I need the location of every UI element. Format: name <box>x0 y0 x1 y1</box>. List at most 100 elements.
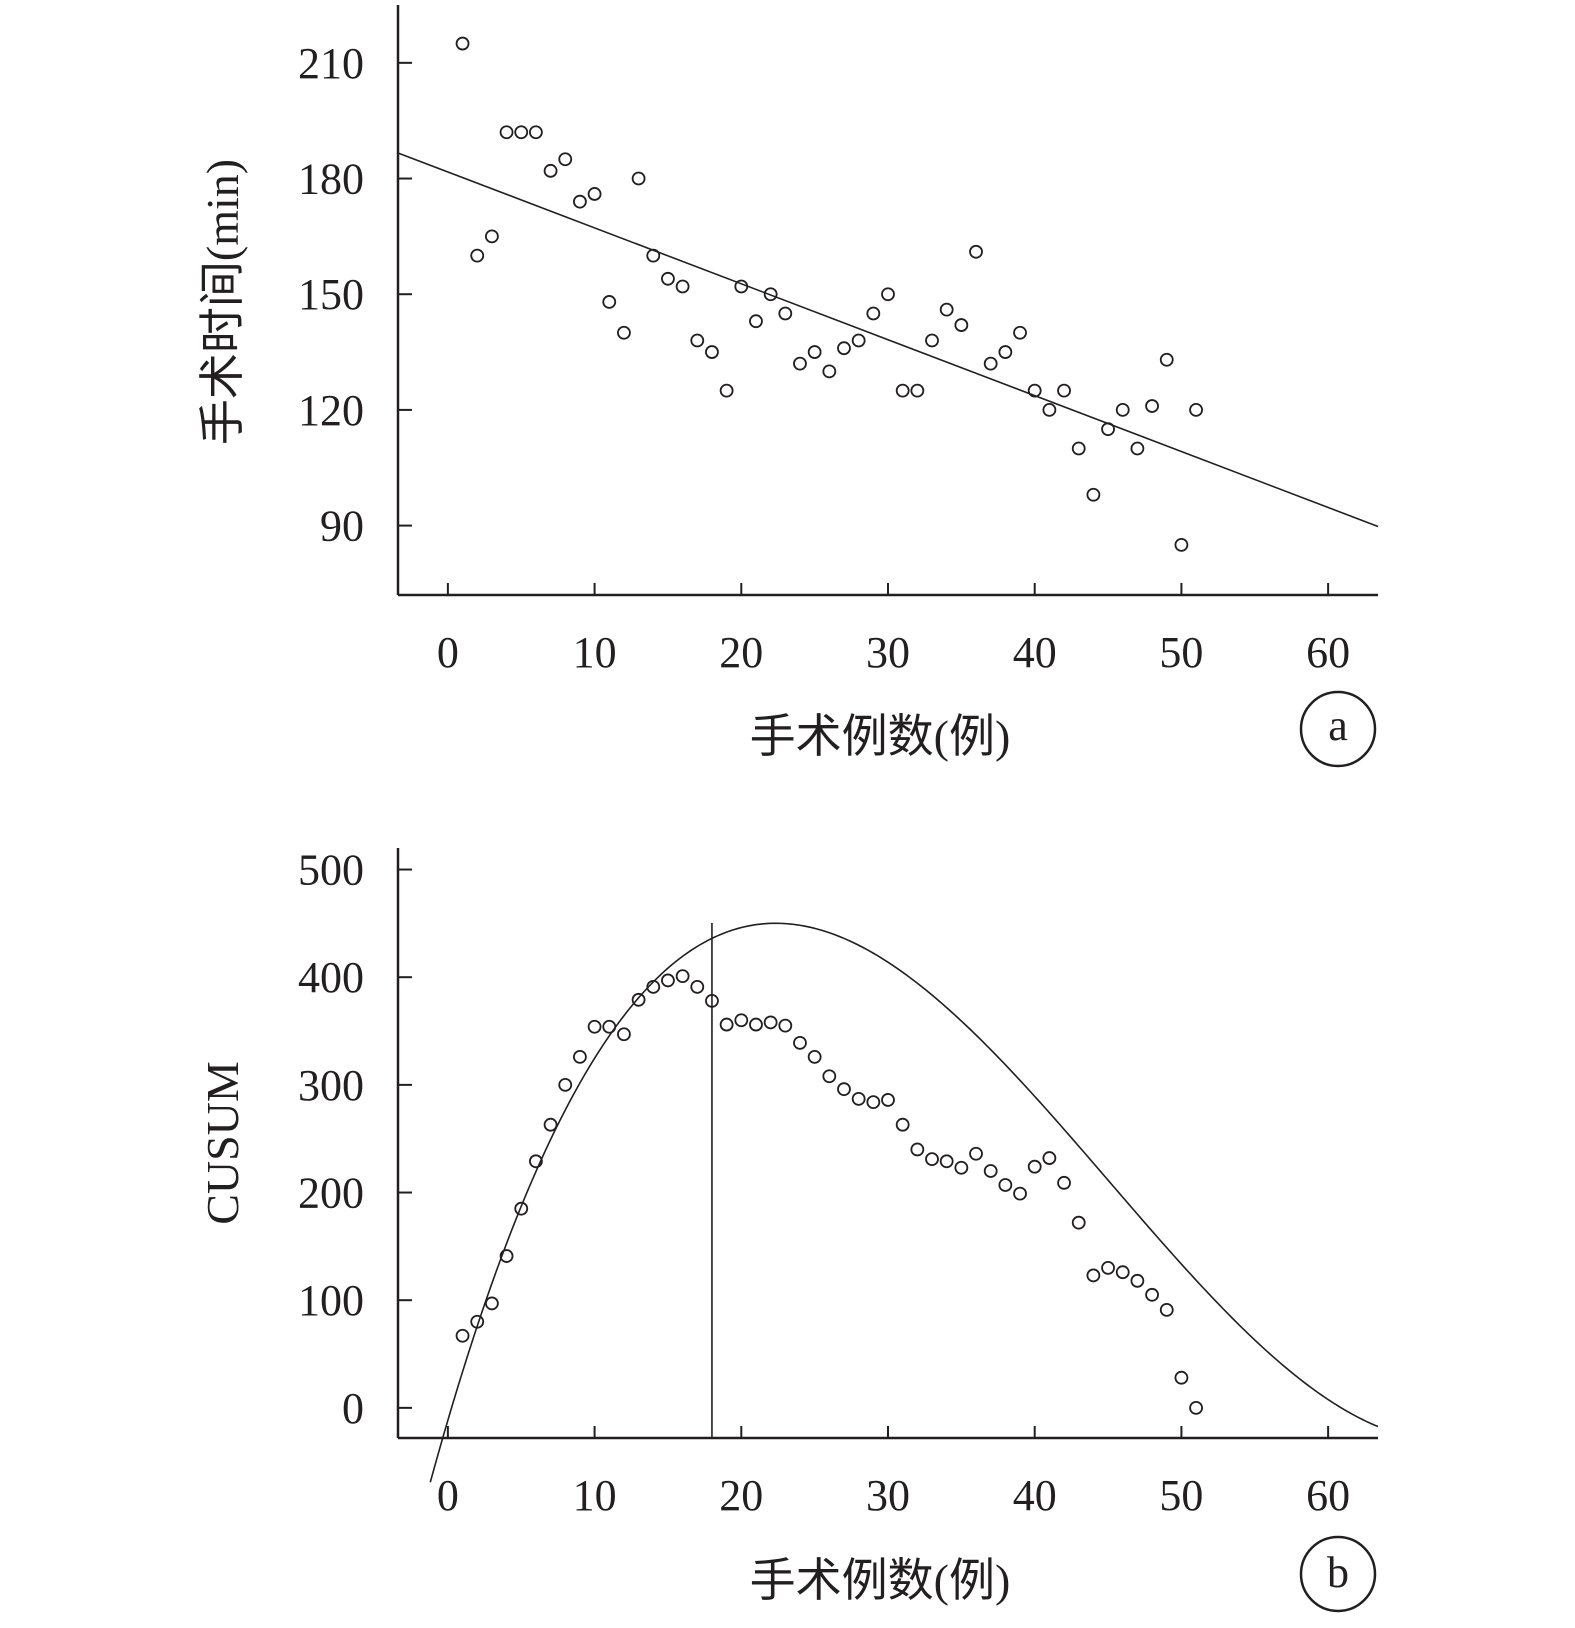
data-point <box>881 287 895 302</box>
x-tick-label: 30 <box>866 1471 910 1520</box>
data-point <box>969 1146 983 1161</box>
data-point <box>558 152 573 167</box>
data-point <box>573 1049 587 1064</box>
data-point <box>661 973 675 988</box>
data-point <box>734 279 749 294</box>
panel-label: b <box>1327 1548 1349 1597</box>
data-point <box>514 125 529 140</box>
data-point <box>719 1017 734 1032</box>
data-point <box>646 979 661 994</box>
data-point <box>631 992 646 1007</box>
data-point <box>675 969 690 984</box>
data-point <box>646 248 661 263</box>
y-tick-label: 90 <box>320 502 364 551</box>
data-point <box>866 1095 881 1109</box>
data-point <box>499 1249 514 1263</box>
x-tick-label: 60 <box>1306 1471 1350 1520</box>
data-point <box>587 1019 602 1034</box>
data-point <box>807 1049 822 1064</box>
data-point <box>1027 383 1042 398</box>
axes <box>396 848 1378 1440</box>
data-point <box>910 383 925 398</box>
data-point <box>1101 1260 1115 1275</box>
data-points <box>455 36 1203 552</box>
data-point <box>881 1093 895 1107</box>
data-point <box>822 364 837 379</box>
y-tick-label: 150 <box>298 270 364 319</box>
panel-a-chart: 0 10 20 30 40 50 60 90 120 150 180 210 手术例数(例) 手术时… <box>197 5 1379 768</box>
panel-label-circle <box>1299 690 1377 768</box>
data-point <box>954 318 969 332</box>
y-axis-ticks: 0 100 200 300 400 500 <box>298 846 412 1433</box>
data-point <box>1145 399 1159 413</box>
data-point <box>1042 1151 1057 1165</box>
data-point <box>910 1142 925 1157</box>
data-point <box>1057 1175 1071 1190</box>
data-point <box>793 356 807 371</box>
x-tick-label: 60 <box>1306 628 1350 677</box>
x-tick-label: 50 <box>1159 1471 1203 1520</box>
data-point <box>778 1018 793 1033</box>
data-point <box>1159 352 1174 367</box>
data-point <box>617 325 631 340</box>
data-point <box>1174 1370 1189 1385</box>
y-tick-label: 200 <box>298 1169 364 1218</box>
data-point <box>617 1027 631 1042</box>
data-point <box>837 1082 851 1097</box>
y-tick-label: 400 <box>298 953 364 1002</box>
x-tick-label: 0 <box>437 628 459 677</box>
data-point <box>1115 403 1130 417</box>
regression-line <box>397 152 1379 528</box>
panel-label: a <box>1328 701 1348 750</box>
data-point <box>543 163 558 178</box>
data-point <box>925 1152 939 1167</box>
data-point <box>1057 383 1071 398</box>
x-tick-label: 10 <box>573 1471 617 1520</box>
data-point <box>983 1164 998 1178</box>
x-tick-label: 50 <box>1159 628 1203 677</box>
data-point <box>558 1077 573 1092</box>
data-point <box>998 1178 1013 1192</box>
data-point <box>573 194 587 209</box>
data-point <box>749 314 763 329</box>
data-point <box>822 1069 837 1084</box>
data-point <box>690 333 705 348</box>
x-tick-label: 10 <box>573 628 617 677</box>
data-point <box>602 295 617 309</box>
panel-label-circle <box>1299 1535 1377 1613</box>
data-point <box>778 306 793 321</box>
data-point <box>705 345 719 359</box>
polynomial-fit-curve <box>429 922 1379 1483</box>
data-point <box>1174 537 1189 552</box>
data-point <box>661 271 675 286</box>
data-point <box>734 1013 749 1028</box>
data-point <box>1130 1273 1145 1288</box>
x-axis-title: 手术例数(例) <box>750 1555 1011 1606</box>
data-point <box>851 333 866 348</box>
data-point <box>1086 487 1101 502</box>
data-point <box>1027 1159 1042 1174</box>
y-tick-label: 500 <box>298 846 364 895</box>
y-axis-title: 手术时间(min) <box>197 159 248 445</box>
data-point <box>969 244 983 259</box>
data-point <box>763 1015 778 1030</box>
data-point <box>1159 1302 1174 1317</box>
data-point <box>939 1154 954 1169</box>
data-point <box>1042 403 1057 417</box>
data-point <box>484 1296 499 1311</box>
data-point <box>455 1328 470 1343</box>
data-point <box>1130 441 1145 456</box>
panel-label-badge: b <box>1299 1535 1377 1613</box>
x-tick-label: 40 <box>1013 628 1057 677</box>
data-point <box>763 287 778 302</box>
data-point <box>514 1201 529 1216</box>
data-point <box>484 229 499 244</box>
data-point <box>998 345 1013 359</box>
x-tick-label: 20 <box>719 1471 763 1520</box>
data-point <box>851 1091 866 1106</box>
data-point <box>793 1035 807 1050</box>
data-point <box>749 1017 763 1032</box>
data-point <box>1071 1215 1086 1230</box>
data-point <box>837 341 851 356</box>
